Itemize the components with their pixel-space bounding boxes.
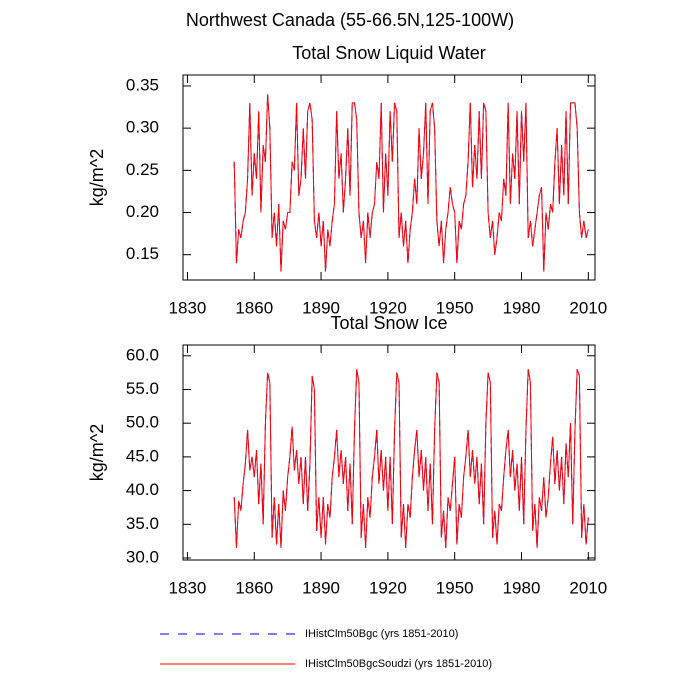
y-tick-label: 55.0 [126,379,159,398]
x-tick-label: 1980 [503,298,541,317]
series-line [233,94,589,272]
x-tick-label: 2010 [569,578,607,597]
x-tick-label: 1950 [436,298,474,317]
x-tick-label: 1950 [436,578,474,597]
x-tick-label: 1860 [235,298,273,317]
y-tick-label: 0.35 [126,75,159,94]
x-tick-label: 1890 [302,578,340,597]
x-tick-label: 1980 [503,578,541,597]
x-tick-label: 1860 [235,578,273,597]
x-tick-label: 1830 [169,298,207,317]
y-axis-label: kg/m^2 [87,149,107,206]
y-tick-label: 35.0 [126,514,159,533]
y-tick-label: 60.0 [126,345,159,364]
y-axis-label: kg/m^2 [87,424,107,481]
super-title: Northwest Canada (55-66.5N,125-100W) [186,10,514,30]
legend-label: IHistClm50Bgc (yrs 1851-2010) [305,628,458,640]
y-tick-label: 40.0 [126,480,159,499]
series-line [233,369,589,548]
y-tick-label: 50.0 [126,413,159,432]
y-tick-label: 0.20 [126,202,159,221]
plot-frame [182,344,596,561]
x-tick-label: 2010 [569,298,607,317]
x-tick-label: 1830 [169,578,207,597]
series-line [233,94,589,272]
legend-label: IHistClm50BgcSoudzi (yrs 1851-2010) [305,658,492,670]
chart-title: Total Snow Ice [330,313,447,333]
chart-title: Total Snow Liquid Water [292,43,485,63]
y-tick-label: 30.0 [126,547,159,566]
x-tick-label: 1920 [369,298,407,317]
y-tick-label: 45.0 [126,446,159,465]
plot-frame [182,74,596,281]
x-tick-label: 1920 [369,578,407,597]
y-tick-label: 0.25 [126,160,159,179]
y-tick-label: 0.30 [126,118,159,137]
y-tick-label: 0.15 [126,244,159,263]
x-tick-label: 1890 [302,298,340,317]
series-line [233,369,589,548]
